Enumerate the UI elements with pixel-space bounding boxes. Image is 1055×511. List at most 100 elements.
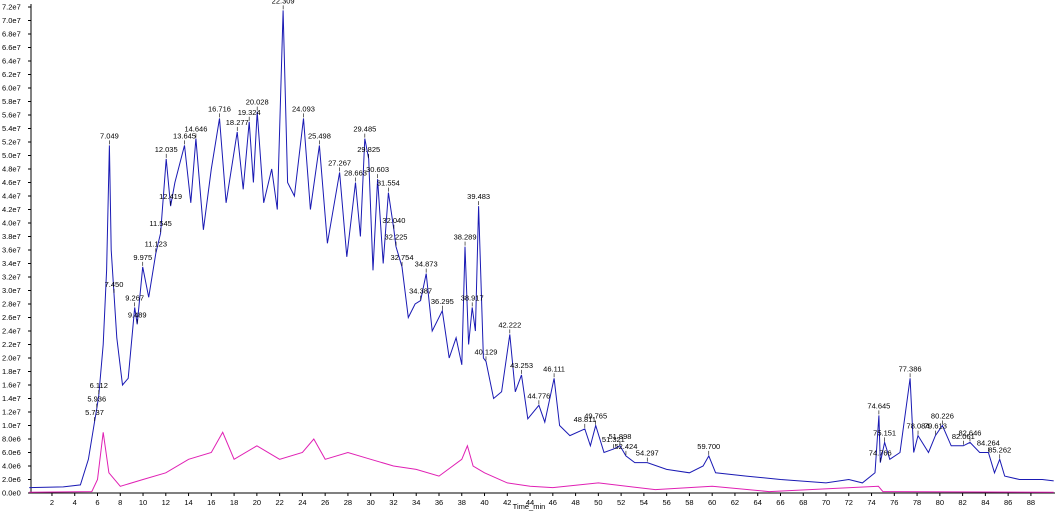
peak-label: 25.498 — [308, 131, 331, 140]
x-tick-label: 4 — [73, 498, 77, 507]
peak-label: 11.545 — [149, 219, 171, 228]
peak-label: 34.387 — [409, 287, 432, 296]
peak-label: 51.898 — [608, 432, 631, 441]
x-tick-label: 46 — [549, 498, 557, 507]
x-tick-label: 26 — [321, 498, 329, 507]
x-tick-label: 14 — [184, 498, 192, 507]
y-tick-label: 7.0e7 — [2, 16, 21, 25]
y-tick-label: 4.6e7 — [2, 178, 21, 187]
peak-label: 24.093 — [292, 104, 315, 113]
x-tick-label: 68 — [799, 498, 807, 507]
y-tick-label: 5.4e7 — [2, 124, 21, 133]
y-tick-label: 3.6e7 — [2, 246, 21, 255]
peak-label: 27.267 — [328, 158, 351, 167]
x-tick-label: 16 — [207, 498, 215, 507]
x-tick-label: 50 — [594, 498, 602, 507]
y-tick-label: 4.2e7 — [2, 205, 21, 214]
peak-label: 82.646 — [958, 428, 981, 437]
peak-label: 9.975 — [133, 253, 152, 262]
y-tick-label: 2.2e7 — [2, 340, 21, 349]
x-tick-label: 20 — [253, 498, 261, 507]
peak-label: 36.295 — [431, 297, 454, 306]
x-tick-label: 42 — [503, 498, 511, 507]
trace-line — [29, 10, 1054, 489]
x-tick-label: 30 — [367, 498, 375, 507]
x-tick-label: 48 — [571, 498, 579, 507]
peak-label: 46.111 — [543, 364, 565, 373]
y-tick-label: 7.2e7 — [2, 3, 21, 12]
peak-label: 5.737 — [85, 408, 104, 417]
y-tick-label: 4.0e7 — [2, 219, 21, 228]
x-tick-label: 80 — [936, 498, 944, 507]
peak-label: 9.489 — [128, 310, 147, 319]
x-tick-label: 82 — [958, 498, 966, 507]
y-tick-label: 3.0e7 — [2, 286, 21, 295]
y-tick-label: 3.4e7 — [2, 259, 21, 268]
x-tick-label: 62 — [731, 498, 739, 507]
peak-label: 14.646 — [184, 125, 207, 134]
y-tick-label: 6.0e7 — [2, 84, 21, 93]
x-tick-label: 10 — [139, 498, 147, 507]
peak-label: 30.603 — [366, 165, 389, 174]
y-tick-label: 0.0e0 — [2, 489, 21, 498]
y-tick-label: 1.8e7 — [2, 367, 21, 376]
peak-label: 39.483 — [467, 192, 490, 201]
y-tick-label: 5.0e7 — [2, 151, 21, 160]
x-tick-label: 78 — [913, 498, 921, 507]
y-tick-label: 5.2e7 — [2, 138, 21, 147]
y-tick-label: 4.8e7 — [2, 165, 21, 174]
peak-label: 7.049 — [100, 131, 119, 140]
y-tick-label: 6.6e7 — [2, 43, 21, 52]
x-tick-label: 18 — [230, 498, 238, 507]
peak-label: 32.754 — [391, 253, 414, 262]
peak-label: 16.716 — [208, 104, 231, 113]
peak-label: 54.297 — [636, 449, 659, 458]
y-tick-label: 3.2e7 — [2, 273, 21, 282]
y-tick-label: 1.4e7 — [2, 394, 21, 403]
x-tick-label: 24 — [298, 498, 306, 507]
peak-label: 44.776 — [527, 391, 550, 400]
peak-label: 7.450 — [105, 280, 124, 289]
peak-label: 40.129 — [475, 347, 498, 356]
y-tick-label: 5.8e7 — [2, 97, 21, 106]
x-tick-label: 72 — [845, 498, 853, 507]
y-tick-label: 6.8e7 — [2, 30, 21, 39]
y-tick-label: 6.4e7 — [2, 57, 21, 66]
x-tick-label: 38 — [458, 498, 466, 507]
y-tick-label: 5.6e7 — [2, 111, 21, 120]
peak-label: 9.267 — [125, 293, 144, 302]
x-tick-label: 28 — [344, 498, 352, 507]
y-tick-label: 4.4e7 — [2, 192, 21, 201]
x-tick-label: 40 — [480, 498, 488, 507]
y-tick-label: 6.0e6 — [2, 448, 21, 457]
x-tick-label: 64 — [754, 498, 762, 507]
peak-label: 20.028 — [246, 98, 269, 107]
x-tick-label: 8 — [118, 498, 122, 507]
x-tick-label: 32 — [389, 498, 397, 507]
peak-label: 84.264 — [977, 439, 1000, 448]
y-tick-label: 2.4e7 — [2, 327, 21, 336]
peak-label: 48.811 — [574, 415, 596, 424]
y-tick-label: 2.6e7 — [2, 313, 21, 322]
x-tick-label: 66 — [776, 498, 784, 507]
peak-label: 22.309 — [272, 0, 295, 5]
x-tick-label: 86 — [1004, 498, 1012, 507]
x-tick-label: 56 — [662, 498, 670, 507]
x-tick-label: 74 — [867, 498, 875, 507]
x-tick-label: 88 — [1027, 498, 1035, 507]
x-tick-label: 36 — [435, 498, 443, 507]
x-tick-label: 2 — [50, 498, 54, 507]
x-tick-label: 52 — [617, 498, 625, 507]
peak-label: 78.084 — [907, 422, 930, 431]
peak-label: 77.386 — [899, 364, 922, 373]
peak-label: 38.289 — [454, 233, 477, 242]
x-tick-label: 6 — [95, 498, 99, 507]
peak-label: 5.936 — [87, 395, 106, 404]
x-tick-label: 54 — [640, 498, 648, 507]
x-tick-label: 58 — [685, 498, 693, 507]
peak-label: 18.277 — [226, 118, 249, 127]
y-tick-label: 6.2e7 — [2, 70, 21, 79]
peak-label: 19.324 — [238, 108, 261, 117]
y-tick-label: 1.0e7 — [2, 421, 21, 430]
peak-label: 28.663 — [344, 169, 367, 178]
